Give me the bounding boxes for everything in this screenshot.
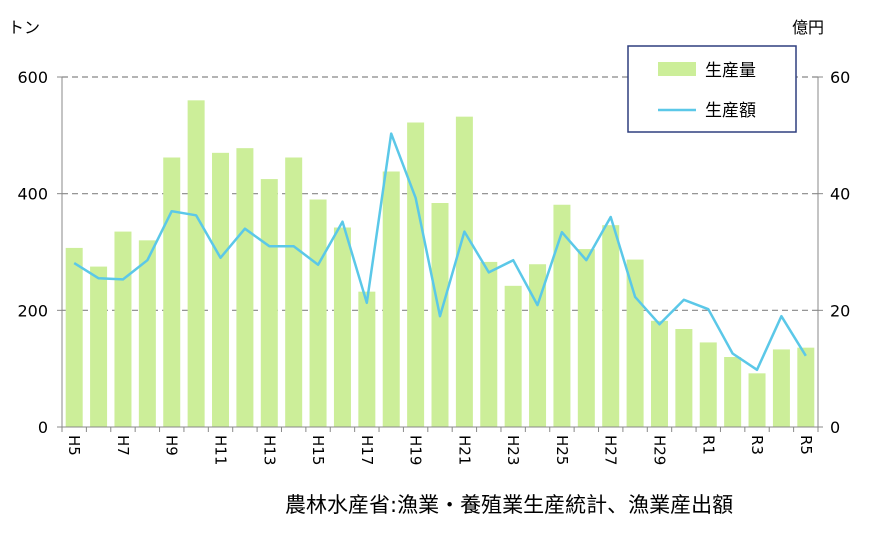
- x-tick-label-H25: H25: [553, 435, 571, 465]
- y-right-tick-label: 0: [830, 418, 840, 437]
- y-left-unit: トン: [8, 18, 40, 37]
- bar-R3: [748, 373, 766, 427]
- x-tick-label-H13: H13: [260, 435, 278, 465]
- bar-R4: [772, 349, 790, 427]
- bar-H5: [65, 247, 83, 427]
- legend-box: [627, 45, 797, 133]
- y-right-tick-label: 20: [830, 301, 850, 320]
- bar-H9: [163, 157, 181, 427]
- legend-swatch-bar: [658, 62, 696, 76]
- x-tick-label-H29: H29: [650, 435, 668, 465]
- bar-H21: [455, 116, 473, 428]
- x-tick-label-R3: R3: [748, 435, 766, 455]
- bar-H18: [382, 171, 400, 427]
- bar-H14: [285, 157, 303, 427]
- bar-H22: [480, 261, 498, 427]
- bar-H17: [358, 291, 376, 427]
- bar-H24: [529, 264, 547, 427]
- source-note: 農林水産省:漁業・養殖業生産統計、漁業産出額: [285, 493, 734, 517]
- bar-H16: [333, 227, 351, 427]
- y-left-tick-label: 600: [17, 68, 48, 87]
- y-right-unit: 億円: [792, 18, 824, 37]
- y-left-tick-label: 400: [17, 185, 48, 204]
- bar-series: [65, 100, 815, 428]
- y-left-tick-label: 0: [38, 418, 48, 437]
- bar-H8: [138, 240, 156, 427]
- x-tick-label-H9: H9: [163, 435, 181, 456]
- bar-H13: [260, 179, 278, 427]
- bar-H7: [114, 231, 132, 427]
- bar-H11: [212, 152, 230, 428]
- x-tick-label-H11: H11: [212, 435, 230, 465]
- bar-H28: [626, 259, 644, 427]
- x-tick-label-H23: H23: [504, 435, 522, 465]
- x-tick-label-H19: H19: [407, 435, 425, 465]
- bar-R1: [699, 342, 717, 427]
- y-right-tick-label: 60: [830, 68, 850, 87]
- x-tick-label-H5: H5: [65, 435, 83, 456]
- bar-H19: [407, 122, 425, 427]
- bar-H29: [650, 320, 668, 427]
- bar-H15: [309, 199, 327, 427]
- bar-H23: [504, 285, 522, 427]
- x-tick-label-H21: H21: [455, 435, 473, 465]
- y-left-tick-label: 200: [17, 301, 48, 320]
- line-series: [73, 132, 807, 372]
- x-tick-label-R5: R5: [797, 435, 815, 455]
- x-tick-label-H7: H7: [114, 435, 132, 456]
- legend-label-bar: 生産量: [705, 61, 756, 81]
- bar-H12: [236, 148, 254, 427]
- bar-H10: [187, 100, 205, 427]
- bar-H6: [90, 266, 108, 427]
- bar-H25: [553, 204, 571, 427]
- x-tick-label-H17: H17: [358, 435, 376, 465]
- axes: [57, 76, 823, 432]
- bar-H27: [602, 225, 620, 427]
- x-tick-label-H27: H27: [602, 435, 620, 465]
- tick-labels: 0 200 400 600 0 20 40 60 トン 億円 H5 H7 H9 H11 H13 H15 H17 H…: [8, 18, 850, 465]
- bar-R5: [797, 347, 815, 427]
- legend-label-line: 生産額: [705, 101, 756, 121]
- bar-R2: [724, 357, 742, 427]
- bar-H26: [577, 249, 595, 427]
- x-tick-label-R1: R1: [699, 435, 717, 455]
- x-tick-label-H15: H15: [309, 435, 327, 465]
- bar-H30: [675, 329, 693, 427]
- line-生産額: [73, 132, 807, 372]
- y-right-tick-label: 40: [830, 185, 850, 204]
